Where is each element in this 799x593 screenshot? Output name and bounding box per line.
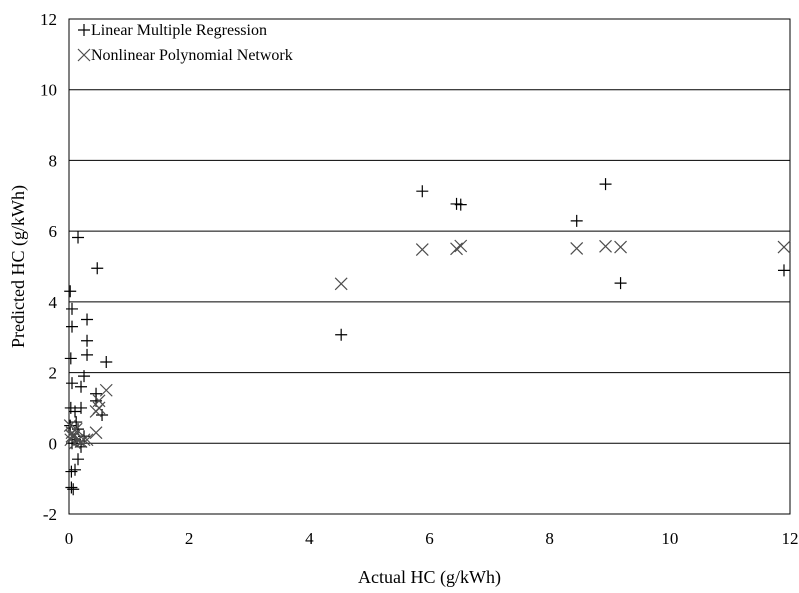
y-tick-label: 8 (49, 151, 58, 170)
x-tick-label: 10 (661, 529, 678, 548)
x-axis-ticks: 0 2 4 6 8 10 12 (65, 529, 799, 548)
plus-marker (65, 465, 78, 478)
legend-label: Nonlinear Polynomial Network (91, 47, 293, 64)
plus-marker (599, 178, 612, 191)
plus-marker (66, 377, 79, 390)
x-tick-label: 0 (65, 529, 74, 548)
y-axis-ticks: -2 0 2 4 6 8 10 12 (40, 10, 58, 524)
cross-marker (777, 240, 791, 254)
y-tick-label: 6 (49, 222, 58, 241)
plus-marker (81, 313, 94, 326)
plus-marker (454, 198, 467, 211)
plus-marker (66, 320, 79, 333)
series-0 (64, 178, 790, 496)
plus-marker (64, 401, 77, 414)
cross-marker (92, 401, 106, 415)
cross-marker (63, 419, 77, 433)
x-axis-title: Actual HC (g/kWh) (358, 567, 501, 588)
plus-marker (335, 328, 348, 341)
plus-marker (75, 401, 88, 414)
x-tick-label: 2 (185, 529, 194, 548)
plus-marker (64, 352, 77, 365)
y-axis-title: Predicted HC (g/kWh) (8, 185, 29, 348)
legend-plus-icon (78, 24, 90, 36)
plus-marker (72, 231, 85, 244)
cross-marker (77, 433, 91, 447)
cross-marker (69, 422, 83, 436)
plus-marker (67, 483, 80, 496)
plus-marker (75, 380, 88, 393)
cross-marker (80, 433, 94, 447)
plus-marker (78, 370, 91, 383)
y-tick-label: 12 (40, 10, 57, 29)
cross-marker (89, 426, 103, 440)
x-tick-label: 4 (305, 529, 314, 548)
cross-marker (614, 240, 627, 254)
cross-marker (64, 433, 78, 447)
legend: Linear Multiple Regression Nonlinear Poly… (77, 22, 293, 64)
plus-marker (614, 277, 627, 290)
cross-marker (450, 242, 463, 256)
plus-marker (70, 416, 83, 429)
plus-marker (91, 262, 104, 275)
plus-marker (65, 481, 78, 494)
cross-marker (65, 429, 79, 443)
plus-marker (81, 334, 94, 347)
legend-cross-icon (77, 48, 91, 62)
plus-marker (64, 285, 77, 298)
plus-marker (100, 355, 113, 368)
cross-marker (599, 239, 612, 253)
x-tick-label: 8 (545, 529, 554, 548)
plus-marker (570, 214, 583, 227)
plus-marker (66, 302, 79, 315)
data-points (63, 178, 791, 496)
y-tick-label: 4 (49, 293, 58, 312)
plus-marker (416, 185, 429, 198)
cross-marker (334, 277, 348, 291)
plus-marker (777, 264, 790, 277)
cross-marker (454, 239, 468, 253)
plot-area-frame (68, 18, 791, 515)
cross-marker (415, 243, 429, 256)
legend-label: Linear Multiple Regression (91, 22, 267, 39)
x-tick-label: 6 (425, 529, 434, 548)
series-1 (63, 239, 791, 450)
y-tick-label: 2 (49, 364, 58, 383)
cross-marker (92, 394, 106, 408)
y-tick-label: -2 (43, 505, 57, 524)
y-tick-label: 10 (40, 81, 57, 100)
x-tick-label: 12 (782, 529, 799, 548)
gridlines (69, 18, 790, 515)
cross-marker (570, 242, 584, 255)
plus-marker (72, 453, 85, 466)
y-tick-label: 0 (49, 434, 58, 453)
cross-marker (99, 383, 113, 397)
plus-marker (81, 348, 94, 361)
